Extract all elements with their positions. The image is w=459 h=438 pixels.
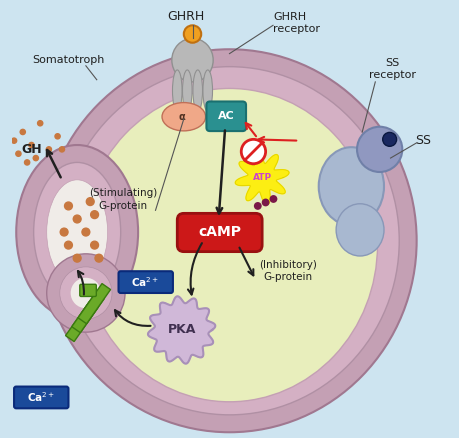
Circle shape [20,129,25,134]
FancyBboxPatch shape [177,213,262,252]
Circle shape [65,202,73,210]
Circle shape [60,228,68,236]
Ellipse shape [47,180,108,284]
Text: PKA: PKA [168,324,196,336]
Ellipse shape [42,49,417,432]
Circle shape [383,132,397,146]
Text: (Inhibitory)
G-protein: (Inhibitory) G-protein [259,260,317,283]
Circle shape [91,241,99,249]
Text: AC: AC [218,111,235,121]
Ellipse shape [60,267,112,319]
Polygon shape [66,301,98,342]
Polygon shape [72,293,104,333]
Circle shape [55,134,60,139]
Circle shape [241,139,266,164]
Text: Ca$^{2+}$: Ca$^{2+}$ [27,391,55,404]
Ellipse shape [47,254,125,332]
Circle shape [11,138,17,143]
Circle shape [24,160,30,165]
Circle shape [46,147,51,152]
Ellipse shape [336,204,384,256]
Text: (Stimulating)
G-protein: (Stimulating) G-protein [89,188,157,211]
Text: Ca$^{2+}$: Ca$^{2+}$ [131,275,160,289]
Circle shape [59,147,65,152]
Ellipse shape [183,70,192,111]
Circle shape [86,198,94,205]
Circle shape [184,25,201,43]
Text: GH: GH [21,143,42,156]
Circle shape [16,151,21,156]
Ellipse shape [319,147,384,226]
Circle shape [254,202,262,210]
Ellipse shape [203,70,213,111]
Polygon shape [78,283,111,324]
Text: GHRH
receptor: GHRH receptor [273,12,320,34]
Ellipse shape [162,102,206,131]
Ellipse shape [34,162,121,302]
Ellipse shape [82,88,377,402]
Text: ATP: ATP [252,173,272,182]
Polygon shape [148,297,215,364]
Ellipse shape [172,39,213,82]
Ellipse shape [193,70,202,111]
Text: cAMP: cAMP [198,226,241,240]
Circle shape [82,228,90,236]
Circle shape [95,254,103,262]
Text: α: α [178,112,185,122]
Circle shape [73,215,81,223]
Ellipse shape [173,70,182,111]
Circle shape [38,120,43,126]
FancyBboxPatch shape [207,102,246,131]
Ellipse shape [16,145,138,319]
Text: Somatotroph: Somatotroph [32,55,105,65]
Circle shape [29,142,34,148]
Text: SS
receptor: SS receptor [369,58,416,80]
Ellipse shape [60,67,399,415]
Text: SS: SS [415,134,431,147]
Ellipse shape [71,278,101,308]
Circle shape [65,241,73,249]
Circle shape [357,127,402,172]
Circle shape [269,195,277,203]
Circle shape [262,198,269,206]
FancyBboxPatch shape [118,271,173,293]
FancyBboxPatch shape [80,284,96,297]
FancyBboxPatch shape [14,387,68,408]
Polygon shape [235,151,289,205]
Circle shape [33,155,39,161]
Circle shape [91,211,99,219]
Text: GHRH: GHRH [168,10,205,23]
Circle shape [73,254,81,262]
